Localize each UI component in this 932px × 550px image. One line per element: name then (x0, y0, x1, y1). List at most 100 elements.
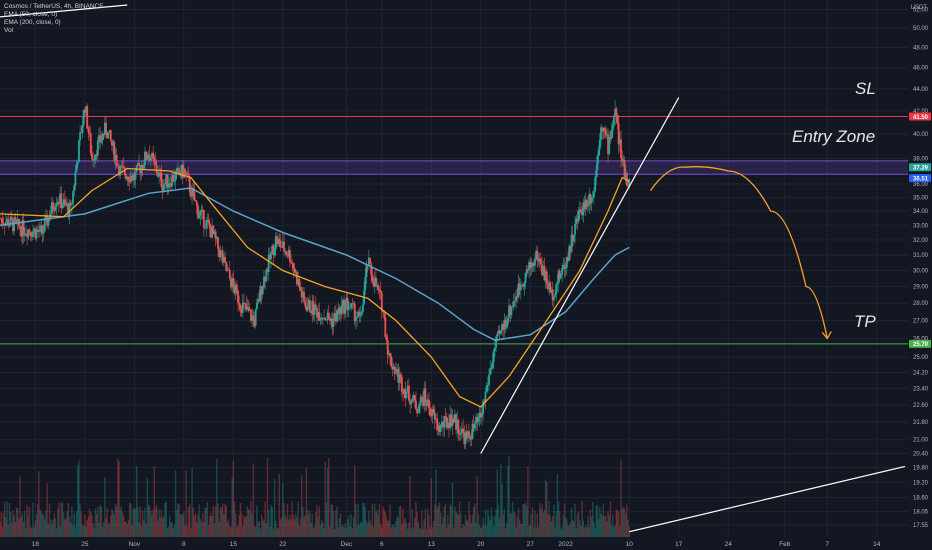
volume-bar (617, 511, 620, 537)
volume-bar (595, 505, 597, 537)
candle (208, 217, 211, 237)
candle (132, 172, 135, 189)
volume-bar (75, 511, 78, 537)
volume-bar (21, 512, 24, 537)
volume-bar (483, 525, 486, 537)
candle (425, 399, 428, 412)
candle (91, 145, 93, 161)
volume-bar (475, 523, 477, 537)
price-tick-label: 48.00 (913, 46, 929, 52)
volume-bar (150, 511, 152, 537)
candle (581, 206, 584, 221)
volume-bar (125, 521, 127, 537)
volume-bar (57, 508, 59, 537)
trendline[interactable] (629, 465, 906, 533)
volume-bar (272, 528, 275, 537)
volume-bar (212, 506, 214, 537)
candle (416, 407, 419, 417)
candle (180, 164, 183, 180)
candle (472, 414, 475, 432)
candle (343, 295, 345, 320)
volume-bar (441, 525, 443, 537)
volume-bar (65, 518, 67, 537)
volume-bar (296, 517, 298, 537)
candle (455, 413, 457, 435)
volume-bar (450, 505, 453, 537)
volume-bar (401, 524, 403, 537)
candle (464, 430, 467, 450)
candle (547, 279, 549, 292)
price-tick-label: 33.00 (913, 223, 929, 229)
candle (501, 321, 503, 336)
candle (201, 205, 204, 220)
volume-bar (498, 518, 501, 537)
volume-bar (157, 520, 159, 537)
volume-bar (493, 526, 495, 537)
volume-bar (351, 528, 354, 537)
volume-bar (402, 508, 404, 537)
trendline[interactable] (0, 4, 128, 18)
volume-bar (337, 527, 339, 537)
candle (248, 302, 251, 312)
time-tick-label: Nov (129, 541, 141, 548)
volume-bar (368, 510, 370, 537)
price-axis[interactable] (908, 0, 932, 550)
volume-bar (363, 503, 365, 537)
trendlines[interactable] (0, 4, 906, 533)
candle (243, 293, 245, 309)
candle (128, 174, 131, 191)
volume-bar (625, 514, 627, 537)
volume-bar (148, 505, 151, 537)
volume-bar (197, 514, 199, 537)
volume-bar (549, 515, 552, 537)
price-tick-label: 26.00 (913, 336, 929, 342)
symbol-title[interactable]: Cosmos / TetherUS, 4h, BINANCE (4, 3, 104, 10)
volume-bar (80, 511, 83, 537)
volume-legend[interactable]: Vol (4, 27, 14, 34)
candle (569, 245, 572, 260)
candle (561, 262, 563, 283)
time-tick-label: 17 (675, 541, 683, 548)
time-tick-label: 13 (428, 541, 436, 548)
candle (122, 157, 125, 169)
candle (114, 147, 117, 171)
candle (488, 368, 490, 392)
candle (221, 246, 224, 266)
candle (73, 183, 76, 197)
volume-bar (127, 519, 130, 537)
volume-bar (501, 483, 503, 537)
volume-bar (108, 522, 111, 537)
volume-bar (398, 506, 401, 537)
volume-bar (28, 506, 31, 537)
candle (407, 378, 410, 402)
price-tick-label: 32.00 (913, 238, 929, 244)
candle (309, 294, 311, 313)
volume-bar (410, 528, 412, 537)
ema-200-legend[interactable]: EMA (200, close, 0) (4, 19, 61, 26)
candle (562, 257, 565, 271)
volume-bar (521, 523, 523, 537)
trendline[interactable] (480, 97, 680, 454)
time-axis[interactable] (0, 537, 932, 550)
candle (571, 226, 574, 247)
candle (557, 268, 560, 293)
volume-bar (180, 513, 183, 537)
volume-bar (140, 526, 143, 537)
volume-bar (213, 523, 216, 537)
candle (478, 406, 481, 427)
volume-bar (19, 476, 21, 537)
volume-bar (154, 507, 157, 537)
ema-50-legend[interactable]: EMA (50, close, 0) (4, 11, 58, 18)
candle (222, 249, 225, 267)
candle (565, 256, 568, 275)
volume-bar (477, 514, 480, 537)
volume-bar (504, 528, 507, 537)
volume-bar (544, 479, 547, 537)
volume-bar (62, 512, 65, 537)
candle (10, 210, 13, 221)
candle (554, 289, 556, 298)
volume-bar (541, 504, 543, 537)
candle (409, 394, 411, 414)
volume-bar (449, 504, 451, 537)
